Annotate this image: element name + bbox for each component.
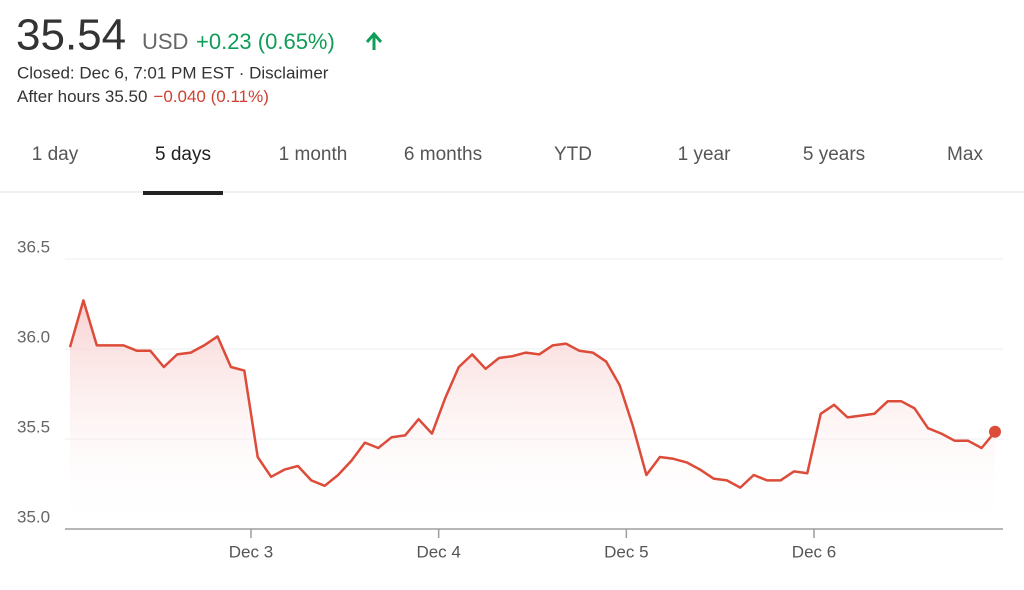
- currency: USD: [142, 29, 188, 54]
- tab[interactable]: 1 year: [678, 144, 731, 165]
- chart: 35.0 35.5 36.0 36.5 Dec 3 Dec 4 Dec 5 Dec 6: [17, 237, 1003, 561]
- after-hours: After hours 35.50 −0.040 (0.11%): [17, 87, 269, 106]
- x-tick-label: Dec 4: [416, 542, 460, 561]
- tab[interactable]: 6 months: [404, 144, 482, 165]
- up-arrow: [365, 31, 383, 50]
- tab[interactable]: YTD: [554, 144, 592, 165]
- tabs: 1 day 5 days 1 month 6 months YTD 1 year 5 yea…: [32, 144, 983, 195]
- closed-info: Closed: Dec 6, 7:01 PM EST · Disclaimer: [17, 63, 329, 82]
- tab-indicator: [143, 191, 223, 195]
- y-tick-label: 35.0: [17, 507, 50, 526]
- y-tick-label: 36.5: [17, 237, 50, 256]
- tab[interactable]: 5 years: [803, 144, 865, 165]
- tab[interactable]: 1 month: [279, 144, 348, 165]
- price: 35.54: [16, 11, 126, 60]
- after-hours-label: After hours 35.50: [17, 87, 147, 106]
- tab[interactable]: 1 day: [32, 144, 79, 165]
- change: +0.23 (0.65%): [196, 29, 335, 54]
- y-tick-label: 35.5: [17, 417, 50, 436]
- price-line: [68, 299, 996, 489]
- tab[interactable]: 5 days: [155, 144, 211, 165]
- after-hours-change: −0.040 (0.11%): [153, 87, 268, 106]
- x-tick-label: Dec 3: [229, 542, 273, 561]
- area: [70, 300, 995, 529]
- tab[interactable]: Max: [947, 144, 983, 165]
- y-tick-label: 36.0: [17, 327, 50, 346]
- last-point: [989, 425, 1001, 438]
- x-tick-label: Dec 5: [604, 542, 648, 561]
- x-tick-label: Dec 6: [792, 542, 836, 561]
